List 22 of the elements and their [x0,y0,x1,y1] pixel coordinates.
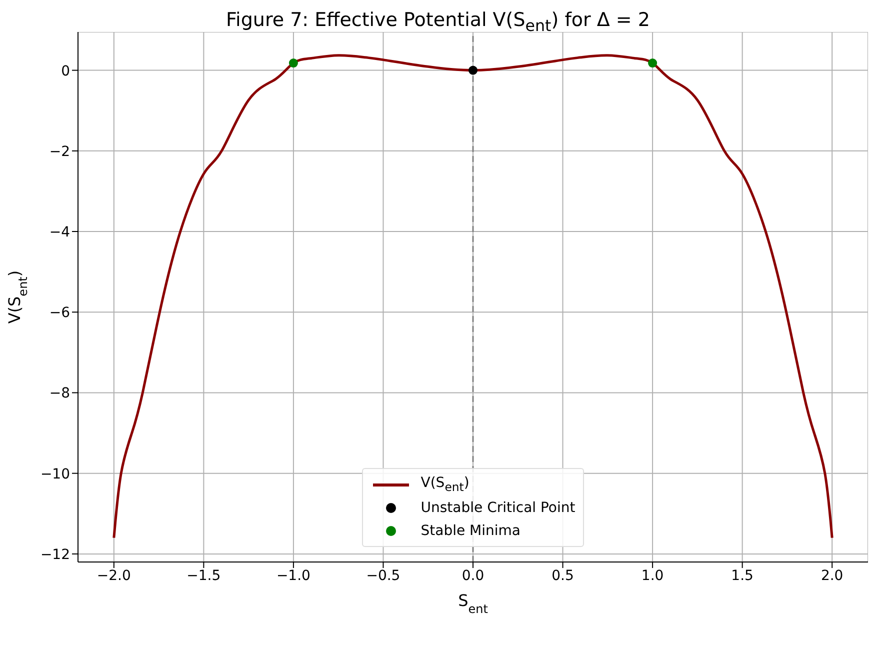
y-tick-label: −10 [40,466,70,482]
y-tick-label: −12 [40,546,70,563]
x-tick-label: 2.0 [820,568,844,584]
chart-title: Figure 7: Effective Potential V(S$_{ent}$) for Δ = 2 [225,8,651,35]
y-tick-label: 0 [61,63,70,80]
x-axis-title: S$_{ent}$ [458,591,488,616]
y-tick-label: −8 [49,386,70,402]
line-series [112,54,834,540]
x-tick-label: −2.0 [96,568,131,584]
x-tick-label: 1.0 [641,568,664,584]
y-tick-label: −6 [49,305,70,322]
y-tick-label: −4 [49,224,70,240]
x-tick-label: 1.5 [731,568,754,584]
x-tick-label: 0.5 [552,568,574,584]
legend-label: Stable Minima [420,522,520,538]
x-tick-label: −1.0 [276,568,310,584]
x-tick-label: −1.5 [186,568,221,584]
legend-label: V(S$_{ent}$) [420,475,470,494]
legend-label: Unstable Critical Point [420,500,576,516]
y-tick-label: −2 [49,144,70,160]
x-tick-label: −0.5 [366,568,400,584]
x-tick-label: 0.0 [462,568,484,584]
